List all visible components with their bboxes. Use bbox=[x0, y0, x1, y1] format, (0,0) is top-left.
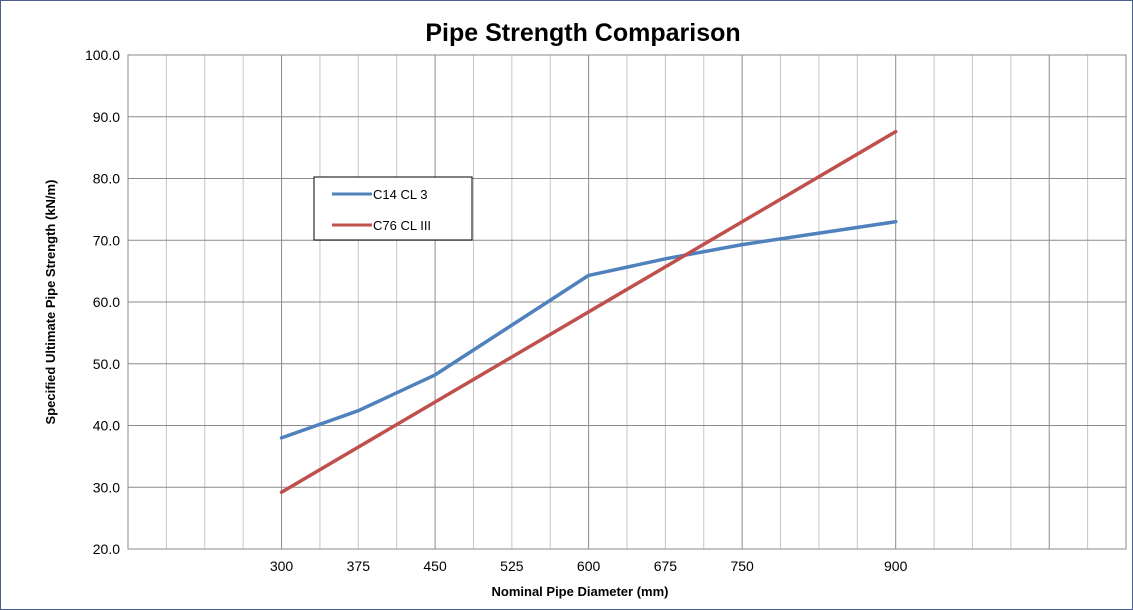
x-axis-title: Nominal Pipe Diameter (mm) bbox=[492, 584, 669, 599]
y-tick-label: 100.0 bbox=[85, 47, 120, 63]
x-tick-label: 525 bbox=[500, 558, 524, 574]
legend-box bbox=[313, 176, 473, 241]
series-line-1 bbox=[279, 129, 898, 494]
y-tick-label: 70.0 bbox=[93, 232, 120, 248]
series-lines bbox=[279, 129, 898, 494]
y-axis-title: Specified Ultimate Pipe Strength (kN/m) bbox=[43, 180, 58, 425]
x-tick-label: 600 bbox=[577, 558, 601, 574]
x-tick-label: 750 bbox=[730, 558, 754, 574]
x-tick-label: 450 bbox=[423, 558, 447, 574]
y-tick-label: 90.0 bbox=[93, 109, 120, 125]
x-tick-label: 375 bbox=[347, 558, 371, 574]
y-tick-label: 60.0 bbox=[93, 294, 120, 310]
x-tick-label: 300 bbox=[270, 558, 294, 574]
plot-area bbox=[127, 54, 1127, 550]
legend: C14 CL 3 C76 CL III bbox=[313, 176, 473, 241]
grid-lines bbox=[128, 55, 1126, 549]
chart-title: Pipe Strength Comparison bbox=[425, 19, 740, 47]
y-tick-label: 20.0 bbox=[93, 541, 120, 557]
y-tick-label: 40.0 bbox=[93, 418, 120, 434]
legend-label-c76: C76 CL III bbox=[373, 218, 431, 233]
x-axis-ticks: 300 375 450 525 600 675 750 900 bbox=[270, 558, 908, 574]
y-tick-label: 80.0 bbox=[93, 171, 120, 187]
y-tick-label: 50.0 bbox=[93, 356, 120, 372]
x-tick-label: 675 bbox=[654, 558, 678, 574]
legend-label-c14: C14 CL 3 bbox=[373, 187, 427, 202]
y-tick-label: 30.0 bbox=[93, 479, 120, 495]
series-line-0 bbox=[279, 219, 898, 440]
x-tick-label: 900 bbox=[884, 558, 908, 574]
y-axis-ticks: 20.0 30.0 40.0 50.0 60.0 70.0 80.0 90.0 100.0 bbox=[85, 47, 120, 557]
